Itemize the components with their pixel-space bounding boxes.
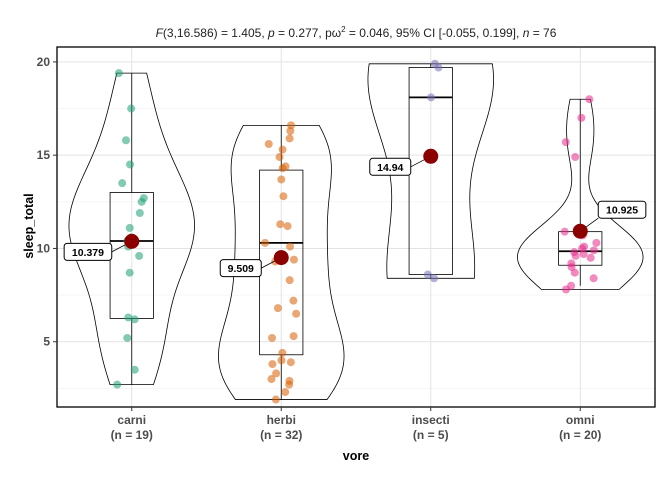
point-herbi bbox=[285, 276, 294, 285]
point-herbi bbox=[278, 348, 287, 357]
point-herbi bbox=[286, 358, 295, 367]
y-tick-label: 15 bbox=[37, 148, 51, 162]
point-herbi bbox=[272, 369, 281, 378]
point-omni bbox=[571, 251, 580, 260]
point-carni bbox=[125, 223, 134, 232]
mean-point-omni bbox=[572, 223, 588, 239]
point-carni bbox=[137, 197, 146, 206]
point-herbi bbox=[283, 222, 292, 231]
x-axis-title: vore bbox=[343, 449, 369, 463]
mean-label-box-insecti bbox=[369, 157, 412, 176]
point-herbi bbox=[267, 375, 276, 384]
mean-label-box-herbi bbox=[219, 259, 262, 278]
point-herbi bbox=[286, 126, 295, 135]
point-carni bbox=[127, 104, 136, 113]
point-omni bbox=[586, 253, 595, 262]
y-tick-label: 5 bbox=[43, 335, 50, 349]
mean-markers: 10.379 9.509 14.94 10.925 bbox=[63, 148, 647, 278]
violin-insecti bbox=[367, 63, 494, 279]
point-insecti bbox=[427, 93, 436, 102]
data-points bbox=[113, 59, 601, 404]
point-herbi bbox=[289, 332, 298, 341]
point-herbi bbox=[271, 395, 280, 404]
point-carni bbox=[135, 209, 144, 218]
point-omni bbox=[577, 113, 586, 122]
violin-herbi bbox=[218, 124, 345, 400]
point-omni bbox=[562, 285, 571, 294]
mean-label-herbi: 9.509 bbox=[228, 263, 254, 275]
mean-label-box-omni bbox=[597, 200, 647, 219]
panel-border bbox=[56, 46, 656, 408]
point-carni bbox=[121, 136, 130, 145]
point-carni bbox=[135, 251, 144, 260]
point-herbi bbox=[289, 255, 298, 264]
point-carni bbox=[126, 160, 135, 169]
point-herbi bbox=[289, 296, 298, 305]
point-carni bbox=[114, 69, 123, 78]
mean-label-box-carni bbox=[63, 242, 113, 261]
violin-omni bbox=[517, 98, 644, 290]
point-omni bbox=[561, 138, 570, 147]
point-omni bbox=[579, 250, 588, 259]
x-tick-count-herbi: (n = 32) bbox=[260, 428, 302, 442]
mean-label-carni: 10.379 bbox=[72, 247, 104, 259]
chart-subtitle: F(3,16.586) = 1.405, p = 0.277, pω2 = 0.… bbox=[156, 25, 557, 40]
point-herbi bbox=[275, 153, 284, 162]
point-insecti bbox=[434, 63, 443, 72]
y-tick-label: 10 bbox=[37, 241, 51, 255]
point-herbi bbox=[285, 134, 294, 143]
point-omni bbox=[589, 246, 598, 255]
y-tick-label: 20 bbox=[37, 55, 51, 69]
point-herbi bbox=[268, 360, 277, 369]
point-insecti bbox=[430, 274, 439, 283]
point-omni bbox=[571, 153, 580, 162]
point-carni bbox=[124, 313, 133, 322]
y-axis: 5 10 15 20 bbox=[37, 55, 57, 349]
mean-point-herbi bbox=[273, 250, 289, 266]
mean-point-insecti bbox=[423, 148, 439, 164]
point-carni bbox=[118, 179, 127, 188]
point-herbi bbox=[278, 164, 287, 173]
point-insecti bbox=[423, 270, 432, 279]
x-tick-label-omni: omni bbox=[566, 413, 595, 427]
mean-point-carni bbox=[124, 233, 140, 249]
point-herbi bbox=[261, 238, 270, 247]
point-herbi bbox=[286, 242, 295, 251]
point-omni bbox=[570, 268, 579, 277]
x-axis: carni(n = 19) herbi(n = 32) insecti(n = 5)… bbox=[111, 407, 601, 442]
x-tick-label-insecti: insecti bbox=[412, 413, 450, 427]
x-tick-label-herbi: herbi bbox=[267, 413, 296, 427]
point-carni bbox=[130, 365, 139, 374]
point-carni bbox=[113, 380, 122, 389]
point-herbi bbox=[279, 192, 288, 201]
point-carni bbox=[123, 333, 132, 342]
x-tick-label-carni: carni bbox=[117, 413, 146, 427]
violins bbox=[68, 63, 644, 400]
point-herbi bbox=[292, 309, 301, 318]
point-omni bbox=[585, 95, 594, 104]
x-tick-count-omni: (n = 20) bbox=[559, 428, 601, 442]
point-herbi bbox=[278, 145, 287, 154]
point-herbi bbox=[281, 388, 290, 397]
point-herbi bbox=[277, 356, 286, 365]
point-herbi bbox=[276, 220, 285, 229]
point-omni bbox=[589, 274, 598, 283]
point-herbi bbox=[273, 304, 282, 313]
point-carni bbox=[125, 268, 134, 277]
point-omni bbox=[560, 227, 569, 236]
x-tick-count-insecti: (n = 5) bbox=[413, 428, 449, 442]
point-herbi bbox=[285, 380, 294, 389]
point-omni bbox=[592, 238, 601, 247]
point-herbi bbox=[277, 175, 286, 184]
boxplots bbox=[109, 63, 603, 400]
point-herbi bbox=[264, 139, 273, 148]
x-tick-count-carni: (n = 19) bbox=[111, 428, 153, 442]
point-herbi bbox=[268, 333, 277, 342]
mean-label-omni: 10.925 bbox=[606, 205, 638, 217]
point-carni bbox=[130, 315, 139, 324]
grid bbox=[57, 47, 655, 407]
mean-label-insecti: 14.94 bbox=[377, 162, 403, 174]
y-axis-title: sleep_total bbox=[22, 193, 36, 258]
